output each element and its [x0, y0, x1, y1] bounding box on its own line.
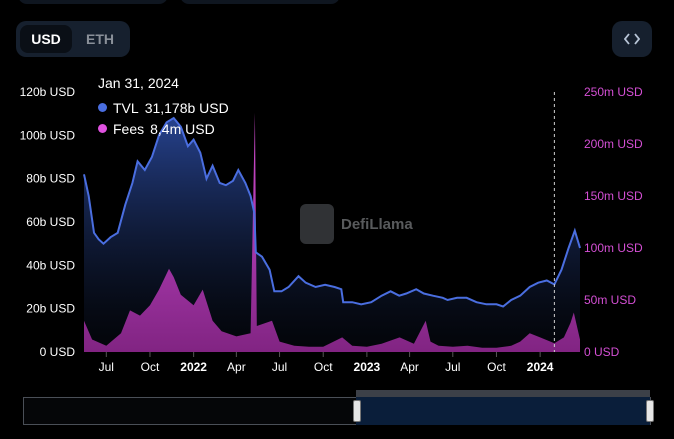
x-tick-label: Oct	[141, 360, 160, 374]
y-left-tick-label: 0 USD	[40, 345, 76, 359]
tooltip-tvl-label: TVL	[113, 99, 139, 116]
defillama-watermark: DefiLlama	[300, 204, 413, 244]
tvl-line	[83, 116, 581, 308]
y-right-tick-label: 100m USD	[584, 241, 643, 255]
fees-legend-dot	[98, 124, 107, 133]
code-brackets-icon	[624, 33, 640, 45]
y-right-tick-label: 200m USD	[584, 137, 643, 151]
x-tick-label: Jul	[445, 360, 460, 374]
brush-selected-range[interactable]	[356, 397, 650, 425]
y-left-tick-label: 20b USD	[26, 302, 75, 316]
watermark-text: DefiLlama	[341, 215, 413, 233]
x-tick-label: Oct	[314, 360, 333, 374]
fees-area	[84, 112, 580, 352]
x-tick-label: 2022	[180, 360, 207, 374]
tooltip-fees-label: Fees	[113, 120, 145, 137]
embed-button[interactable]	[612, 21, 652, 57]
tooltip-date: Jan 31, 2024	[98, 75, 179, 91]
x-tick-label: Oct	[487, 360, 506, 374]
brush-left-handle[interactable]	[353, 400, 361, 422]
x-tick-label: Jul	[272, 360, 287, 374]
y-left-tick-label: 100b USD	[20, 128, 76, 142]
tooltip-row-tvl: TVL 31,178b USD	[98, 97, 229, 118]
currency-toggle: USD ETH	[16, 21, 130, 57]
brush-right-handle[interactable]	[646, 400, 654, 422]
x-tick-label: Jul	[99, 360, 114, 374]
y-right-tick-label: 50m USD	[584, 293, 636, 307]
tooltip-fees-value: 8,4m USD	[150, 120, 215, 137]
brush-selection-bar[interactable]	[356, 390, 650, 397]
y-right-tick-label: 150m USD	[584, 189, 643, 203]
x-tick-label: 2023	[354, 360, 381, 374]
llama-logo-icon	[300, 204, 334, 244]
chart-tooltip: Jan 31, 2024 TVL 31,178b USD Fees 8,4m U…	[98, 75, 229, 139]
top-tab-stub	[180, 0, 340, 4]
top-tab-stub	[18, 0, 168, 4]
y-left-tick-label: 80b USD	[26, 172, 75, 186]
tvl-legend-dot	[98, 103, 107, 112]
y-right-tick-label: 250m USD	[584, 85, 643, 99]
y-right-tick-label: 0 USD	[584, 345, 620, 359]
eth-option[interactable]: ETH	[86, 31, 114, 47]
x-tick-label: Apr	[227, 360, 246, 374]
y-left-tick-label: 60b USD	[26, 215, 75, 229]
y-left-tick-label: 120b USD	[20, 85, 76, 99]
tooltip-tvl-value: 31,178b USD	[144, 99, 229, 116]
x-tick-label: 2024	[527, 360, 554, 374]
y-left-tick-label: 40b USD	[26, 258, 75, 272]
x-tick-label: Apr	[400, 360, 419, 374]
tooltip-row-fees: Fees 8,4m USD	[98, 118, 229, 139]
usd-option[interactable]: USD	[20, 25, 72, 53]
